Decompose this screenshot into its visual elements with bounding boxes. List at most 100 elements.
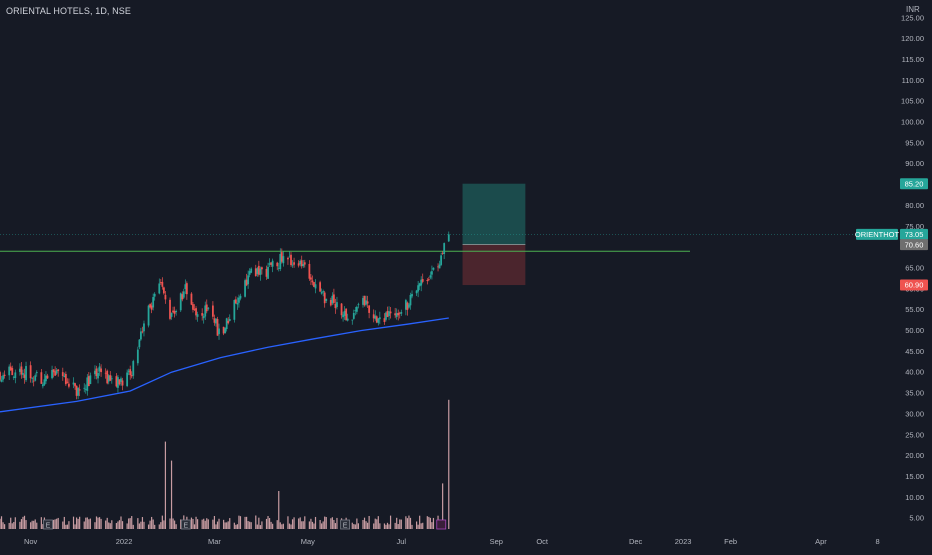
candle	[121, 377, 124, 391]
candle	[83, 383, 86, 393]
candle	[32, 376, 35, 387]
candle	[239, 293, 242, 301]
volume-bar	[158, 524, 160, 529]
candle	[9, 362, 12, 371]
candle-body	[239, 295, 242, 299]
candle-body	[43, 379, 46, 385]
candle	[270, 262, 272, 268]
candle-body	[9, 366, 12, 371]
candle	[63, 372, 66, 378]
candle	[395, 308, 398, 320]
candle-body	[207, 307, 210, 309]
volume-bar	[394, 522, 396, 529]
candle-body	[238, 297, 240, 303]
volume-bar	[261, 521, 263, 529]
candle-body	[254, 268, 257, 277]
volume-bar	[245, 516, 248, 529]
volume-bar	[30, 522, 32, 529]
candle-body	[149, 304, 151, 308]
volume-bar	[206, 518, 208, 529]
volume-bar	[420, 523, 422, 529]
candle	[23, 368, 26, 384]
time-tick-label: Jul	[396, 537, 406, 546]
candle-body	[297, 263, 300, 266]
price-tick-label: 20.00	[905, 451, 924, 460]
candle-body	[172, 310, 174, 313]
price-tick-label: 105.00	[901, 97, 924, 106]
candle-body	[228, 318, 231, 321]
candle-body	[261, 267, 263, 270]
volume-bar	[170, 460, 173, 529]
volume-bar	[196, 519, 199, 529]
candle	[11, 365, 14, 376]
volume-bar	[98, 517, 101, 529]
candle-body	[68, 383, 70, 387]
candle-body	[426, 279, 429, 281]
candle	[351, 319, 354, 325]
stop-price-label-bg	[900, 279, 928, 291]
candle	[87, 372, 90, 387]
volume-bar	[25, 520, 27, 529]
volume-bar	[298, 518, 300, 529]
candle	[75, 385, 78, 400]
candle-body	[11, 368, 14, 376]
volume-bar	[204, 520, 206, 529]
candle-body	[12, 376, 15, 378]
candle-body	[340, 303, 343, 316]
volume-bar	[216, 521, 219, 529]
candle-body	[245, 279, 248, 286]
volume-bar	[333, 519, 335, 529]
candle	[143, 320, 145, 337]
candle	[234, 296, 237, 304]
candle-body	[372, 314, 375, 319]
candle	[332, 288, 335, 305]
candle-body	[218, 328, 220, 335]
candle-body	[268, 263, 271, 265]
candle	[204, 301, 207, 321]
candle-body	[141, 331, 144, 333]
volume-bar	[212, 519, 214, 529]
candle	[127, 368, 130, 376]
candle-body	[325, 298, 328, 301]
candle	[40, 368, 43, 384]
candle-body	[394, 313, 397, 316]
volume-bar	[281, 524, 283, 529]
candle	[280, 248, 283, 264]
candle	[288, 251, 291, 258]
volume-bar	[164, 441, 167, 529]
candle-body	[126, 372, 129, 386]
candle-body	[308, 263, 311, 279]
candle-body	[420, 279, 423, 286]
candle	[149, 303, 151, 309]
candle	[432, 267, 435, 271]
volume-bar	[83, 521, 85, 529]
candle-body	[377, 318, 380, 323]
candle-body	[118, 379, 121, 385]
candle	[247, 270, 250, 289]
candle-body	[51, 369, 53, 379]
candle	[147, 304, 150, 328]
price-tick-label: 55.00	[905, 305, 924, 314]
candle	[172, 306, 174, 314]
candle-body	[276, 262, 279, 267]
volume-bar	[2, 522, 4, 529]
candle	[78, 384, 81, 397]
candle	[429, 271, 432, 280]
candle	[118, 379, 121, 386]
candle-body	[72, 382, 75, 385]
volume-bar	[89, 518, 91, 529]
volume-bar	[227, 521, 229, 529]
candle-body	[351, 319, 354, 321]
candle	[74, 382, 76, 390]
volume-bar	[417, 524, 419, 529]
candle	[207, 307, 210, 311]
volume-bar	[3, 524, 6, 529]
price-tick-label: 95.00	[905, 138, 924, 147]
candle-body	[383, 318, 386, 323]
candle-body	[3, 374, 6, 376]
volume-bar	[57, 517, 59, 529]
volume-bar	[429, 517, 431, 529]
candle-body	[173, 310, 176, 314]
